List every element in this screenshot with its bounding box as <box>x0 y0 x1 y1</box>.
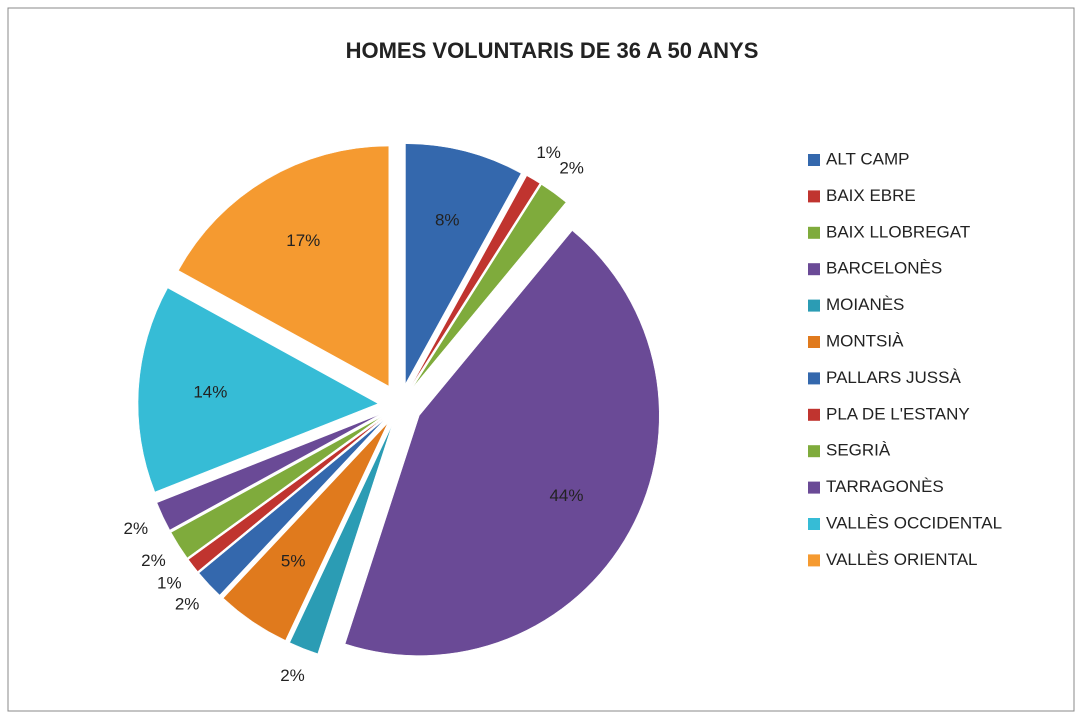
legend-label: PALLARS JUSSÀ <box>826 368 961 387</box>
data-label: 2% <box>175 594 200 613</box>
legend-label: BAIX EBRE <box>826 186 916 205</box>
data-label: 44% <box>549 486 583 505</box>
data-label: 1% <box>536 143 561 162</box>
legend-swatch <box>808 190 820 203</box>
pie-slice <box>222 423 388 641</box>
pie-slice <box>289 425 393 655</box>
legend-swatch <box>808 263 820 276</box>
pie-slice <box>156 414 381 531</box>
pie-slice <box>198 419 385 596</box>
legend-swatch <box>808 226 820 239</box>
legend-swatch <box>808 481 820 494</box>
pie-slice <box>178 145 390 387</box>
legend-label: SEGRIÀ <box>826 441 891 460</box>
data-label: 5% <box>281 552 306 571</box>
legend-label: TARRAGONÈS <box>826 477 944 496</box>
legend-label: VALLÈS ORIENTAL <box>826 550 977 569</box>
legend-swatch <box>808 372 820 385</box>
legend-label: BAIX LLOBREGAT <box>826 222 970 241</box>
pie-slice <box>344 230 660 656</box>
pie-slice <box>410 175 541 387</box>
pie-slice <box>170 416 382 559</box>
legend-swatch <box>808 336 820 348</box>
legend-label: ALT CAMP <box>826 149 909 168</box>
data-label: 2% <box>124 519 149 538</box>
data-label: 2% <box>280 666 305 685</box>
legend-swatch <box>808 154 820 166</box>
data-label: 14% <box>193 383 227 402</box>
pie-slice <box>137 287 379 493</box>
legend-label: VALLÈS OCCIDENTAL <box>826 513 1002 532</box>
legend-swatch <box>808 554 820 567</box>
legend-label: PLA DE L'ESTANY <box>826 404 970 423</box>
legend-swatch <box>808 445 820 458</box>
chart-title: HOMES VOLUNTARIS DE 36 A 50 ANYS <box>346 38 759 63</box>
pie-slice <box>405 143 522 384</box>
legend-swatch <box>808 518 820 530</box>
legend-swatch <box>808 408 820 421</box>
data-label: 1% <box>157 573 182 592</box>
legend-swatch <box>808 299 820 312</box>
pie-slice <box>412 184 567 388</box>
data-label: 8% <box>435 210 460 229</box>
data-label: 2% <box>559 158 584 177</box>
legend-label: BARCELONÈS <box>826 259 942 278</box>
legend-label: MOIANÈS <box>826 295 904 314</box>
data-label: 2% <box>141 551 166 570</box>
legend-label: MONTSIÀ <box>826 331 904 350</box>
data-label: 17% <box>286 231 320 250</box>
pie-slice <box>188 418 383 572</box>
